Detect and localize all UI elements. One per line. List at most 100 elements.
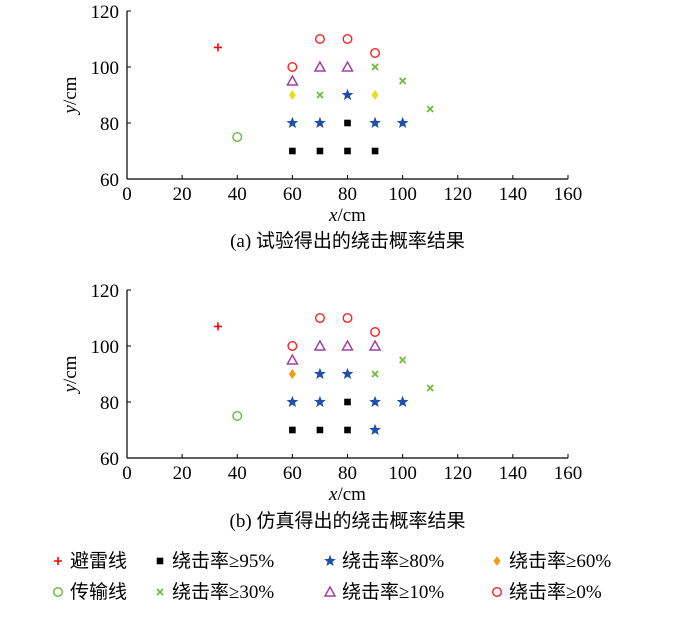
y-tick-label: 100	[91, 58, 120, 79]
x-tick-label: 80	[338, 184, 357, 205]
data-point-square	[344, 426, 351, 434]
data-point-star	[314, 367, 326, 380]
y-axis-label: y/cm	[60, 76, 81, 115]
data-point-x	[371, 63, 379, 71]
x-tick-label: 120	[444, 463, 473, 484]
series-circle	[287, 313, 381, 352]
data-point-star	[286, 395, 299, 408]
x-tick-label: 80	[338, 463, 357, 484]
series-x	[316, 63, 434, 113]
data-point-x	[426, 105, 434, 113]
data-point-triangle	[286, 74, 299, 86]
legend-marker-star	[324, 554, 336, 567]
x-axis-unit: /cm	[337, 484, 366, 505]
data-point-circle	[370, 48, 381, 59]
data-point-triangle	[313, 339, 327, 351]
series-plus	[213, 43, 222, 52]
data-point-star	[369, 423, 381, 436]
data-point-x	[371, 370, 379, 378]
legend-marker-circle	[53, 587, 64, 598]
legend-label: 绕击率≥30%	[172, 581, 274, 603]
data-point-circle	[232, 131, 243, 142]
data-point-circle	[342, 313, 353, 324]
data-point-triangle	[341, 60, 354, 72]
data-point-square	[344, 119, 351, 127]
data-point-square	[316, 147, 324, 155]
legend-item: 绕击率≥30%	[156, 581, 274, 603]
chart-panel-b: 0 20 40 60 80 100 120 140 1606080100120x/cmy/cm(…	[60, 281, 582, 532]
y-tick-label: 60	[100, 170, 119, 191]
legend-item: 绕击率≥0%	[492, 581, 602, 603]
y-tick-label: 120	[91, 2, 120, 23]
y-tick-label: 120	[91, 281, 120, 302]
chart-panel-a: 0 20 40 60 80 100 120 140 1606080100120x/cmy/cm(…	[60, 2, 582, 252]
data-point-square	[344, 398, 351, 406]
series-triangle	[286, 339, 382, 365]
data-point-circle	[342, 34, 353, 45]
data-point-plus	[213, 43, 222, 52]
x-tick-label: 60	[283, 463, 302, 484]
data-point-square	[344, 147, 351, 155]
data-point-square	[371, 147, 379, 155]
data-point-triangle	[368, 339, 382, 351]
legend-marker-plus	[54, 557, 62, 565]
series-star	[286, 367, 409, 436]
legend: 避雷线 绕击率≥95% 绕击率≥80% 绕击率≥60% 传输线 绕击率≥30% 绕击率≥10…	[53, 550, 611, 603]
x-tick-label: 160	[554, 184, 583, 205]
series-x	[371, 356, 434, 392]
legend-item: 绕击率≥80%	[324, 550, 444, 572]
series-square	[289, 119, 379, 155]
data-point-circle	[314, 34, 325, 45]
x-tick-label: 40	[228, 463, 247, 484]
y-axis-var: y	[60, 104, 81, 115]
y-tick-label: 100	[91, 337, 120, 358]
data-point-circle	[314, 313, 325, 324]
legend-item: 绕击率≥60%	[493, 550, 611, 572]
legend-label: 避雷线	[70, 550, 127, 572]
data-point-diamond	[371, 90, 379, 100]
data-point-circle	[287, 341, 298, 352]
x-axis-label: x/cm	[328, 484, 366, 505]
y-axis-unit: /cm	[60, 355, 81, 384]
data-point-circle	[370, 327, 381, 338]
x-axis-var: x	[328, 205, 338, 226]
data-point-x	[426, 384, 434, 392]
data-point-star	[341, 88, 354, 101]
series-diamond	[288, 369, 296, 379]
x-axis-var: x	[328, 484, 338, 505]
data-point-star	[369, 116, 381, 129]
data-point-x	[399, 356, 407, 364]
legend-item: 避雷线	[54, 550, 127, 572]
legend-marker-triangle	[323, 585, 337, 597]
x-tick-label: 40	[228, 184, 247, 205]
x-tick-label: 0	[122, 184, 132, 205]
data-point-diamond	[288, 369, 296, 379]
legend-marker-square	[156, 557, 164, 565]
data-point-triangle	[313, 60, 327, 72]
x-tick-label: 140	[499, 184, 528, 205]
x-tick-label: 20	[173, 463, 192, 484]
y-axis-label: y/cm	[60, 355, 81, 394]
series-star	[286, 88, 409, 129]
x-axis-unit: /cm	[337, 205, 366, 226]
legend-item: 绕击率≥95%	[156, 550, 274, 572]
legend-label: 绕击率≥80%	[342, 550, 444, 572]
legend-label: 绕击率≥95%	[172, 550, 274, 572]
data-point-triangle	[341, 339, 354, 351]
x-tick-label: 160	[554, 463, 583, 484]
data-point-square	[289, 426, 296, 434]
chart-caption: (a) 试验得出的绕击概率结果	[230, 230, 465, 252]
x-tick-label: 100	[388, 184, 417, 205]
x-tick-label: 0	[122, 463, 132, 484]
data-point-star	[396, 395, 409, 408]
series-circle	[232, 131, 243, 142]
x-tick-label: 140	[499, 463, 528, 484]
data-point-x	[399, 77, 407, 85]
data-point-plus	[213, 322, 222, 331]
series-diamond	[288, 90, 379, 100]
data-point-star	[314, 116, 326, 129]
legend-marker-diamond	[493, 556, 501, 566]
legend-item: 传输线	[53, 581, 127, 603]
data-point-x	[316, 91, 324, 99]
